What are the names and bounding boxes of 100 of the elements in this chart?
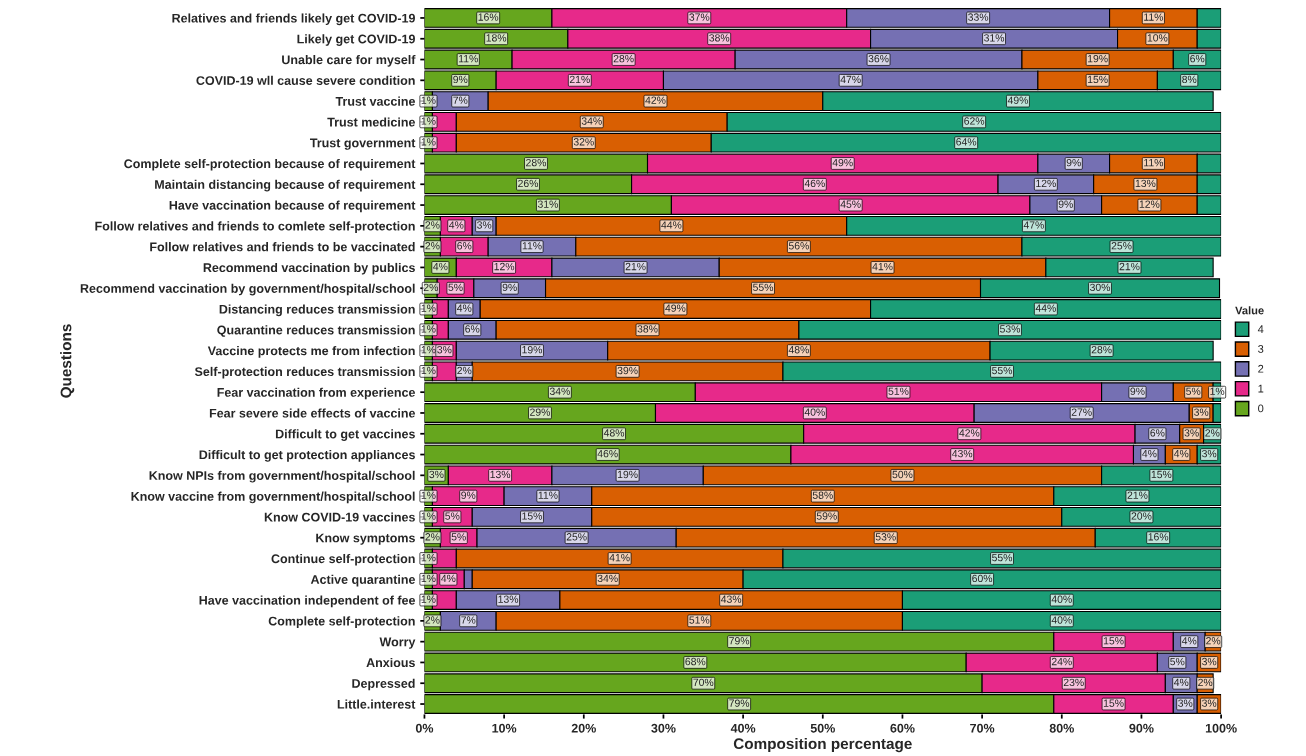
data-label: 30% — [1089, 283, 1111, 292]
x-axis-title: Composition percentage — [733, 737, 912, 753]
data-label: 5% — [1186, 387, 1201, 395]
data-label: 2% — [1206, 637, 1221, 645]
legend-label: 4 — [1257, 325, 1264, 333]
data-label: 58% — [812, 491, 833, 499]
legend-label: 0 — [1258, 404, 1264, 413]
data-label: 25% — [566, 533, 587, 541]
data-label: 4% — [433, 262, 448, 271]
data-label: 2% — [425, 533, 440, 541]
data-label: 39% — [617, 366, 638, 375]
data-label: 11% — [459, 55, 478, 63]
y-tick-label: Difficult to get protection appliances — [199, 450, 415, 462]
data-label: 64% — [956, 138, 977, 146]
y-tick-label: Know NPIs from government/hospital/school — [149, 470, 415, 483]
data-label: 60% — [972, 574, 993, 583]
data-label: 4% — [1173, 450, 1189, 458]
data-label: 42% — [645, 96, 666, 104]
data-label: 79% — [729, 637, 750, 645]
data-label: 4% — [441, 574, 456, 583]
data-label: 41% — [872, 262, 893, 271]
data-label: 25% — [1111, 242, 1132, 250]
data-label: 11% — [1144, 13, 1164, 21]
data-label: 48% — [788, 346, 809, 354]
legend-title: Value — [1235, 306, 1264, 315]
data-label: 50% — [892, 470, 913, 479]
data-label: 19% — [617, 470, 638, 479]
data-label: 6% — [465, 325, 480, 333]
data-label: 4% — [1181, 637, 1197, 645]
y-tick-label: Follow relatives and friends to comlete self-protection — [95, 221, 415, 233]
data-label: 40% — [804, 408, 825, 416]
y-axis-title: Questions — [60, 324, 75, 398]
y-tick-label: Complete self-protection because of requirement — [124, 158, 416, 171]
y-tick-label: Fear vaccination from experience — [217, 387, 416, 400]
data-label: 1% — [421, 491, 436, 499]
data-label: 24% — [1051, 657, 1072, 666]
data-label: 41% — [609, 553, 630, 562]
data-label: 1% — [421, 325, 436, 333]
data-label: 51% — [888, 387, 909, 395]
y-tick-label: Trust vaccine — [335, 96, 415, 106]
y-tick-label: Likely get COVID-19 — [297, 34, 415, 46]
data-label: 34% — [549, 387, 570, 395]
legend-label: 1 — [1258, 384, 1264, 393]
data-label: 6% — [457, 242, 472, 250]
data-label: 53% — [999, 325, 1021, 333]
data-label: 21% — [625, 262, 646, 271]
y-tick-label: Difficult to get vaccines — [275, 429, 415, 441]
data-label: 2% — [457, 366, 472, 375]
data-label: 49% — [665, 304, 686, 312]
data-label: 1% — [421, 117, 436, 125]
data-label: 46% — [804, 179, 825, 188]
data-label: 12% — [494, 262, 515, 271]
data-label: 21% — [569, 75, 590, 84]
data-label: 34% — [597, 574, 618, 583]
data-label: 9% — [453, 75, 468, 84]
data-label: 31% — [537, 200, 558, 208]
data-label: 10% — [1147, 34, 1168, 42]
data-label: 3% — [1202, 699, 1217, 707]
data-label: 9% — [1130, 387, 1145, 395]
x-tick-label: 30% — [651, 723, 676, 733]
data-label: 55% — [753, 283, 774, 292]
data-label: 34% — [581, 117, 602, 125]
data-label: 23% — [1063, 678, 1084, 687]
data-label: 48% — [603, 429, 625, 437]
data-label: 7% — [453, 96, 468, 104]
y-tick-label: Anxious — [366, 657, 415, 668]
data-label: 27% — [1071, 408, 1092, 416]
y-tick-label: Trust medicine — [327, 117, 415, 127]
x-tick-label: 60% — [890, 723, 915, 733]
data-label: 2% — [423, 283, 438, 291]
data-label: 6% — [1150, 429, 1165, 437]
y-tick-label: Know symptoms — [316, 533, 415, 545]
data-label: 45% — [840, 200, 861, 208]
x-tick-label: 40% — [730, 723, 756, 733]
data-label: 44% — [661, 221, 682, 229]
data-label: 7% — [461, 616, 476, 624]
data-label: 49% — [832, 158, 853, 167]
y-tick-label: Continue self-protection — [271, 553, 415, 566]
data-label: 55% — [992, 553, 1013, 562]
x-tick-label: 10% — [492, 723, 517, 733]
data-label: 56% — [788, 242, 809, 250]
data-label: 19% — [1088, 54, 1108, 63]
data-label: 13% — [498, 595, 519, 603]
data-label: 15% — [522, 512, 543, 520]
y-tick-label: Have vaccination because of requirement — [169, 200, 416, 213]
data-label: 2% — [425, 221, 440, 229]
data-label: 8% — [1182, 75, 1197, 84]
y-tick-label: Quarantine reduces transmission — [217, 325, 415, 337]
data-label: 53% — [875, 533, 896, 541]
data-label: 1% — [421, 366, 436, 375]
data-label: 40% — [1051, 595, 1072, 603]
y-tick-label: Recommend vaccination by publics — [203, 262, 415, 275]
data-label: 59% — [816, 512, 837, 520]
data-label: 2% — [425, 616, 440, 624]
data-label: 6% — [1190, 54, 1205, 63]
data-label: 36% — [868, 54, 889, 63]
data-label: 15% — [1103, 637, 1124, 645]
data-label: 33% — [968, 13, 989, 21]
data-label: 3% — [1184, 429, 1199, 437]
y-tick-label: Depressed — [352, 678, 415, 691]
